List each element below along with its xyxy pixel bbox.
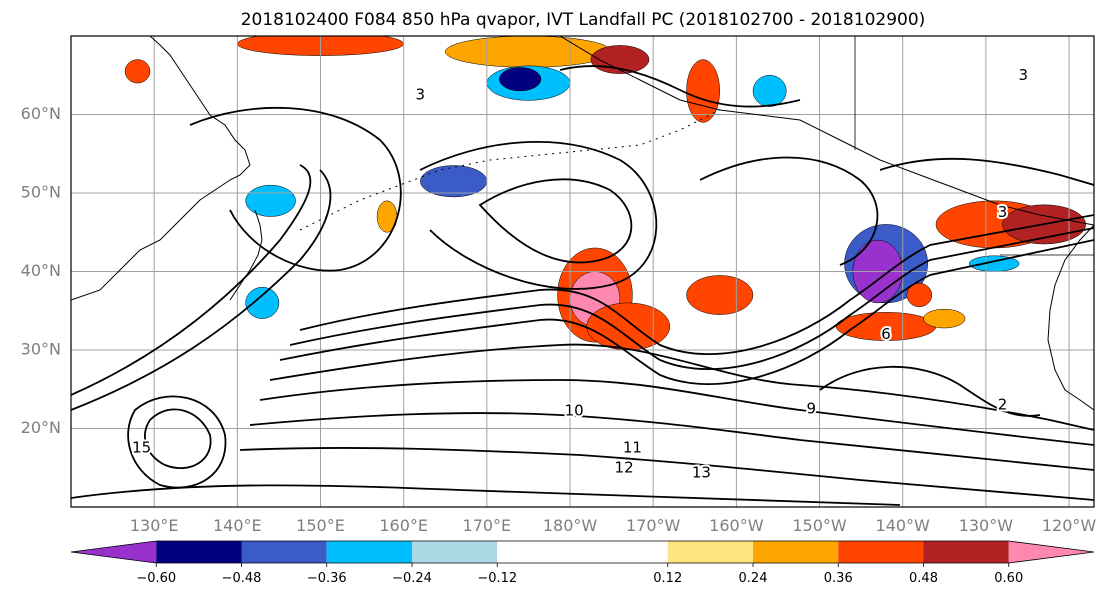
contour-line xyxy=(71,484,901,506)
coastline-japan xyxy=(229,209,263,301)
colorbar-segment xyxy=(753,541,839,563)
lat-tick-label: 30°N xyxy=(21,340,61,359)
contour-line xyxy=(127,395,227,489)
colorbar: −0.60 −0.48 −0.36 −0.24 −0.12 0.12 0.24 0.36 0.4… xyxy=(70,540,1095,586)
coastline-alaska xyxy=(559,36,1094,226)
lon-tick-label: 150°E xyxy=(296,516,345,535)
colorbar-extend-low xyxy=(71,541,157,563)
lon-tick-label: 160°W xyxy=(709,516,764,535)
anomaly-patch xyxy=(124,59,151,84)
coastline-aleutians xyxy=(299,109,721,231)
lat-tick-label: 20°N xyxy=(21,418,61,437)
anomaly-patch xyxy=(752,75,787,107)
colorbar-segment xyxy=(667,541,753,563)
coastline-asia xyxy=(71,36,251,301)
contour-line xyxy=(478,178,633,264)
lon-tick-label: 180°W xyxy=(543,516,598,535)
colorbar-tick-label: −0.12 xyxy=(477,571,517,586)
map-frame xyxy=(70,35,1095,508)
contour-line xyxy=(259,379,1094,446)
lon-tick-label: 130°W xyxy=(959,516,1014,535)
contour-line xyxy=(144,408,212,470)
contour-label: 2 xyxy=(998,395,1008,413)
lon-tick-label: 130°E xyxy=(130,516,179,535)
contour-label: 3 xyxy=(416,85,426,103)
lat-tick-label: 60°N xyxy=(21,104,61,123)
contour-label: 15 xyxy=(132,439,151,457)
lon-tick-label: 170°E xyxy=(463,516,512,535)
colorbar-segment xyxy=(497,541,668,563)
contour-line xyxy=(559,65,801,108)
lon-tick-label: 120°W xyxy=(1042,516,1097,535)
colorbar-tick-label: −0.60 xyxy=(136,571,176,586)
anomaly-patch xyxy=(686,275,754,315)
anomaly-patch xyxy=(245,184,296,217)
anomaly-patch xyxy=(686,59,720,123)
contour-line xyxy=(299,214,1094,356)
latitude-tick-labels: 60°N 50°N 40°N 30°N 20°N xyxy=(21,104,61,437)
contour-line xyxy=(279,239,1094,386)
contour-label: 3 xyxy=(1019,66,1029,84)
graticule xyxy=(71,36,1094,507)
contour-label: 3 xyxy=(998,203,1008,221)
lon-tick-label: 160°E xyxy=(379,516,428,535)
anomaly-patch xyxy=(245,286,280,319)
colorbar-tick-label: 0.48 xyxy=(909,571,938,586)
ivt-contours xyxy=(71,65,1094,506)
contour-line xyxy=(239,447,1094,501)
colorbar-segment xyxy=(838,541,924,563)
colorbar-segment xyxy=(241,541,327,563)
longitude-tick-labels: 130°E 140°E 150°E 160°E 170°E 180°W 170°W 160°W… xyxy=(130,516,1097,535)
lat-tick-label: 40°N xyxy=(21,261,61,280)
colorbar-tick-label: 0.24 xyxy=(739,571,768,586)
anomaly-patch xyxy=(906,283,933,308)
contour-line xyxy=(71,169,332,411)
contour-line xyxy=(419,141,658,290)
contour-line xyxy=(699,156,879,266)
contour-line xyxy=(249,412,1094,471)
contour-label: 6 xyxy=(881,325,891,343)
lon-tick-label: 150°W xyxy=(792,516,847,535)
contour-line xyxy=(269,343,1094,431)
colorbar-segment xyxy=(412,541,498,563)
contour-line xyxy=(879,157,1094,186)
colorbar-tick-label: −0.36 xyxy=(307,571,347,586)
chart-title: 2018102400 F084 850 hPa qvapor, IVT Land… xyxy=(241,10,926,30)
contour-label: 12 xyxy=(615,458,634,476)
contour-label: 10 xyxy=(565,402,584,420)
colorbar-segment xyxy=(156,541,242,563)
contour-line xyxy=(71,164,312,396)
lon-tick-label: 170°W xyxy=(626,516,681,535)
colorbar-tick-label: 0.12 xyxy=(653,571,682,586)
coastlines xyxy=(71,36,1094,411)
colorbar-extend-high xyxy=(1008,541,1094,563)
contour-line xyxy=(189,106,402,272)
coastline-north-america xyxy=(1047,224,1094,411)
colorbar-segment xyxy=(923,541,1009,563)
contour-line xyxy=(289,227,1094,371)
lon-tick-label: 140°E xyxy=(213,516,262,535)
contour-label: 11 xyxy=(623,439,642,457)
colorbar-tick-label: −0.48 xyxy=(222,571,262,586)
lat-tick-label: 50°N xyxy=(21,183,61,202)
anomaly-patch xyxy=(923,308,966,329)
lon-tick-label: 140°W xyxy=(876,516,931,535)
anomaly-patch xyxy=(499,67,542,92)
colorbar-segment xyxy=(326,541,412,563)
contour-label: 9 xyxy=(806,399,816,417)
contour-label: 13 xyxy=(692,464,711,482)
colorbar-tick-label: −0.24 xyxy=(392,571,432,586)
colorbar-tick-label: 0.36 xyxy=(824,571,853,586)
colorbar-tick-label: 0.60 xyxy=(994,571,1023,586)
anomaly-patch xyxy=(420,165,488,198)
contour-line xyxy=(819,365,1041,417)
